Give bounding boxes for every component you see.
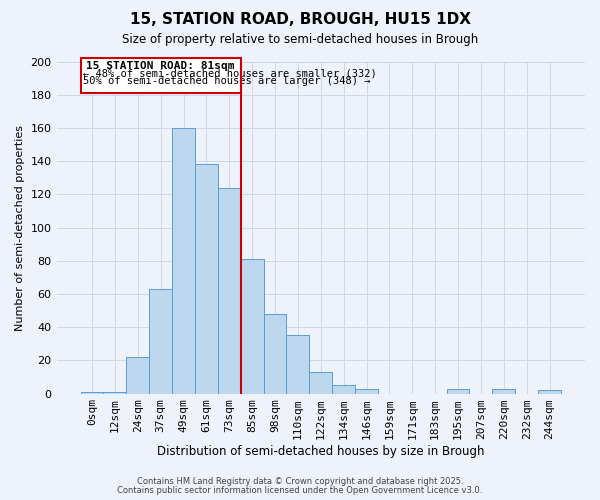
Bar [172, 128, 195, 394]
Text: Contains HM Land Registry data © Crown copyright and database right 2025.: Contains HM Land Registry data © Crown c… [137, 477, 463, 486]
Y-axis label: Number of semi-detached properties: Number of semi-detached properties [15, 124, 25, 330]
Bar [493, 388, 515, 394]
Text: Contains public sector information licensed under the Open Government Licence v3: Contains public sector information licen… [118, 486, 482, 495]
Bar [446, 388, 469, 394]
Text: Size of property relative to semi-detached houses in Brough: Size of property relative to semi-detach… [122, 32, 478, 46]
Bar [355, 388, 378, 394]
Bar [80, 58, 241, 93]
Bar [310, 372, 332, 394]
Bar [80, 392, 103, 394]
Bar [127, 357, 149, 394]
Bar [218, 188, 241, 394]
Bar [149, 289, 172, 394]
Text: 15 STATION ROAD: 81sqm: 15 STATION ROAD: 81sqm [86, 60, 235, 70]
Bar [332, 386, 355, 394]
Bar [241, 259, 263, 394]
X-axis label: Distribution of semi-detached houses by size in Brough: Distribution of semi-detached houses by … [157, 444, 485, 458]
Text: 15, STATION ROAD, BROUGH, HU15 1DX: 15, STATION ROAD, BROUGH, HU15 1DX [130, 12, 470, 28]
Text: 50% of semi-detached houses are larger (348) →: 50% of semi-detached houses are larger (… [83, 76, 370, 86]
Bar [538, 390, 561, 394]
Bar [195, 164, 218, 394]
Text: ← 48% of semi-detached houses are smaller (332): ← 48% of semi-detached houses are smalle… [83, 68, 377, 78]
Bar [263, 314, 286, 394]
Bar [286, 336, 310, 394]
Bar [103, 392, 127, 394]
